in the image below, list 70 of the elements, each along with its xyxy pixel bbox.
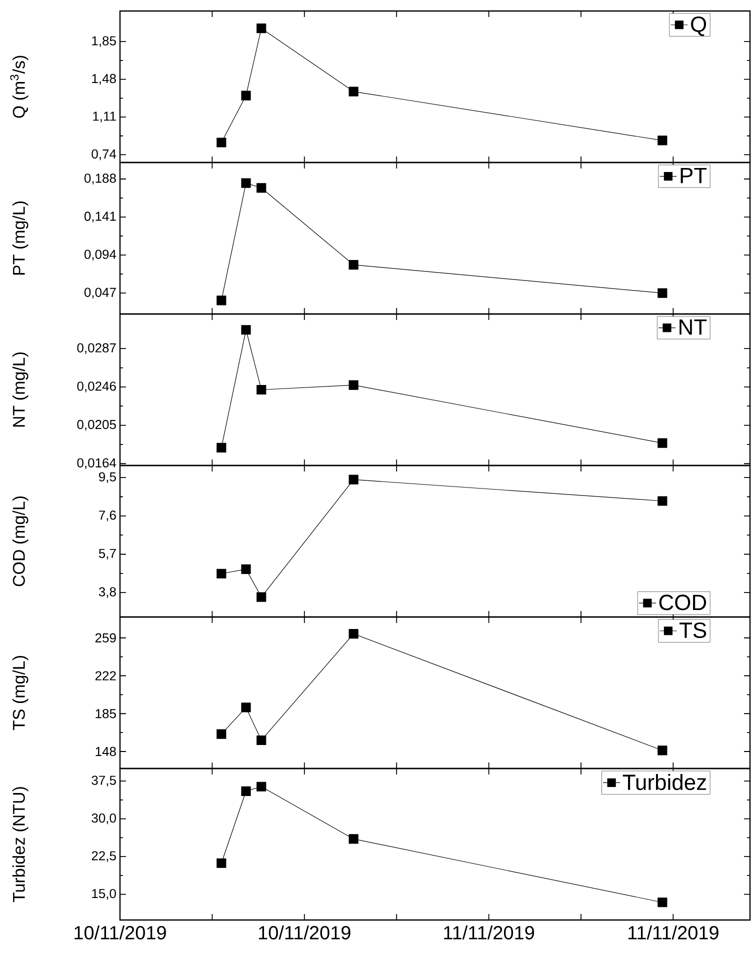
legend-label: Q (691, 16, 706, 36)
point (216, 729, 226, 739)
point (658, 746, 668, 756)
point (256, 24, 266, 34)
x-tick-label: 11/11/2019 (444, 926, 534, 940)
point (348, 380, 358, 390)
point (658, 438, 668, 448)
y-tick-label: 9,5 (99, 472, 116, 483)
point (241, 178, 251, 188)
point (348, 260, 358, 270)
point (658, 496, 668, 506)
y-tick-label: 0,094 (84, 250, 116, 260)
point (216, 442, 226, 453)
y-axis-title: NT (mg/L) (12, 352, 28, 427)
legend-label: NT (680, 319, 707, 335)
y-tick-label: 3,8 (98, 587, 116, 598)
point (348, 628, 358, 639)
point (216, 858, 226, 868)
x-tick-label: 11/11/2019 (628, 926, 718, 940)
y-axis-title: TS (mg/L) (12, 656, 28, 730)
y-tick-label: 0,0246 (77, 382, 116, 392)
point (256, 782, 266, 792)
y-tick-label: 259 (95, 633, 116, 642)
point (241, 702, 251, 712)
point (241, 325, 251, 335)
point (348, 834, 358, 844)
y-tick-label: 148 (96, 746, 116, 756)
y-tick-label: 222 (95, 671, 116, 680)
point (348, 86, 358, 96)
y-tick-label: 0,74 (92, 149, 116, 160)
point (256, 735, 266, 746)
point (256, 592, 266, 602)
legend-label: PT (680, 168, 707, 184)
legend-label: Turbidez (622, 774, 706, 790)
y-tick-label: 0,0205 (77, 420, 116, 431)
point (658, 898, 668, 908)
point (241, 90, 251, 100)
point (241, 786, 251, 796)
y-tick-label: 0,188 (84, 174, 116, 184)
y-tick-label: 185 (96, 709, 116, 718)
y-axis-title: COD (mg/L) (12, 496, 28, 586)
y-tick-label: 1,48 (92, 74, 116, 85)
y-tick-label: 5,7 (98, 548, 116, 560)
y-tick-label: 0,141 (84, 212, 116, 222)
y-tick-label: 30,0 (92, 813, 116, 824)
point (216, 296, 226, 306)
y-tick-label: 22,5 (92, 851, 116, 862)
y-tick-label: 0,0164 (77, 458, 116, 469)
y-tick-label: 1,11 (93, 112, 116, 122)
point (658, 288, 668, 298)
legend-label: COD (659, 594, 706, 610)
point (241, 564, 251, 574)
y-tick-label: 7,6 (99, 510, 116, 522)
y-tick-label: 1,85 (92, 36, 116, 47)
y-axis-title: Turbidez (NTU) (12, 787, 28, 902)
x-tick-label: 10/11/2019 (74, 926, 166, 940)
legend-label: TS (680, 622, 706, 638)
y-tick-label: 0,0287 (77, 343, 116, 354)
point (216, 138, 226, 148)
point (256, 384, 266, 395)
y-axis-title: PT (mg/L) (12, 202, 28, 275)
point (216, 568, 226, 578)
y-tick-label: 37,5 (92, 776, 116, 786)
y-tick-label: 0,047 (84, 288, 116, 298)
y-axis-title: Q (m$^{3}$/s) (10, 56, 28, 118)
point (348, 474, 358, 484)
x-tick-label: 10/11/2019 (259, 926, 350, 940)
point (256, 183, 266, 193)
y-tick-label: 15,0 (92, 888, 116, 900)
point (658, 136, 668, 146)
